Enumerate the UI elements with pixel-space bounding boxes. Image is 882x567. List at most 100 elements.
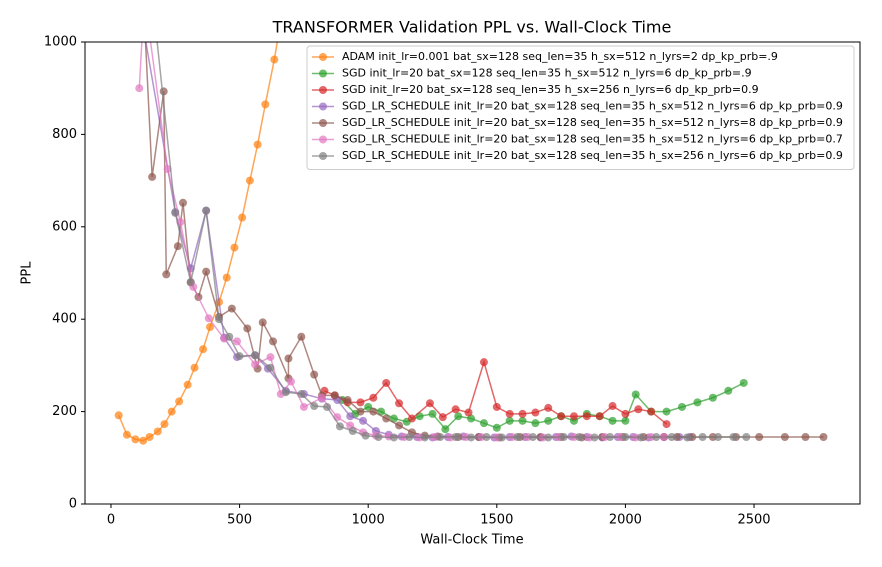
data-point bbox=[266, 353, 275, 362]
legend-label: SGD_LR_SCHEDULE init_lr=20 bat_sx=128 se… bbox=[342, 133, 843, 146]
data-point bbox=[479, 358, 488, 367]
data-point bbox=[544, 433, 553, 442]
data-point bbox=[492, 423, 501, 432]
data-point bbox=[153, 427, 162, 436]
data-point bbox=[531, 419, 540, 428]
data-point bbox=[243, 324, 252, 333]
legend-marker bbox=[319, 102, 327, 111]
x-tick-label: 1500 bbox=[480, 513, 513, 528]
data-point bbox=[621, 433, 630, 442]
data-point bbox=[492, 402, 501, 411]
data-point bbox=[374, 433, 383, 442]
data-point bbox=[569, 412, 578, 421]
data-point bbox=[348, 427, 357, 436]
data-point bbox=[395, 421, 404, 430]
legend-label: SGD_LR_SCHEDULE init_lr=20 bat_sx=128 se… bbox=[342, 100, 843, 113]
data-point bbox=[190, 363, 199, 372]
data-point bbox=[186, 278, 195, 287]
data-point bbox=[724, 386, 733, 395]
data-point bbox=[557, 412, 566, 421]
data-point bbox=[364, 402, 373, 411]
data-point bbox=[284, 354, 293, 363]
data-point bbox=[389, 414, 398, 423]
data-point bbox=[343, 396, 352, 405]
data-point bbox=[647, 407, 656, 416]
data-point bbox=[297, 390, 306, 399]
legend-label: ADAM init_lr=0.001 bat_sx=128 seq_len=35… bbox=[342, 50, 778, 63]
data-point bbox=[420, 433, 429, 442]
data-point bbox=[544, 403, 553, 412]
x-tick-label: 2500 bbox=[737, 513, 770, 528]
data-point bbox=[227, 304, 236, 313]
data-point bbox=[183, 380, 192, 389]
data-point bbox=[382, 414, 391, 423]
data-point bbox=[479, 419, 488, 428]
data-point bbox=[451, 405, 460, 414]
data-point bbox=[505, 416, 514, 425]
y-tick-label: 1000 bbox=[44, 35, 77, 50]
data-point bbox=[683, 433, 692, 442]
data-point bbox=[266, 363, 275, 372]
legend-marker bbox=[319, 53, 327, 61]
data-point bbox=[575, 433, 584, 442]
data-point bbox=[270, 55, 279, 64]
data-point bbox=[693, 398, 702, 407]
data-point bbox=[202, 267, 211, 276]
data-point bbox=[299, 402, 308, 411]
data-point bbox=[407, 414, 416, 423]
data-point bbox=[505, 409, 514, 418]
data-point bbox=[708, 393, 717, 402]
data-point bbox=[755, 433, 764, 442]
x-tick-label: 1000 bbox=[352, 513, 385, 528]
y-tick-label: 600 bbox=[52, 219, 77, 234]
legend-box bbox=[306, 45, 855, 170]
legend-label: SGD_LR_SCHEDULE init_lr=20 bat_sx=128 se… bbox=[342, 149, 843, 162]
data-point bbox=[230, 243, 239, 252]
chart-title: TRANSFORMER Validation PPL vs. Wall-Cloc… bbox=[272, 18, 672, 37]
data-point bbox=[287, 377, 296, 386]
data-point bbox=[148, 172, 157, 181]
data-point bbox=[159, 87, 168, 96]
data-point bbox=[513, 433, 522, 442]
data-point bbox=[206, 323, 215, 332]
data-point bbox=[135, 84, 144, 93]
data-point bbox=[131, 435, 140, 444]
data-point bbox=[436, 433, 445, 442]
data-point bbox=[636, 433, 645, 442]
data-point bbox=[310, 370, 319, 379]
data-point bbox=[173, 242, 182, 251]
data-point bbox=[269, 337, 278, 346]
data-point bbox=[222, 273, 231, 282]
legend-label: SGD init_lr=20 bat_sx=128 seq_len=35 h_s… bbox=[342, 67, 752, 80]
data-point bbox=[261, 100, 270, 109]
data-point bbox=[451, 433, 460, 442]
data-point bbox=[323, 402, 332, 411]
data-point bbox=[369, 393, 378, 402]
y-tick-label: 800 bbox=[52, 127, 77, 142]
data-point bbox=[742, 433, 751, 442]
data-point bbox=[245, 176, 254, 185]
data-point bbox=[467, 414, 476, 423]
data-point bbox=[162, 270, 171, 279]
data-point bbox=[225, 332, 234, 341]
data-point bbox=[518, 416, 527, 425]
x-tick-label: 0 bbox=[107, 513, 115, 528]
data-point bbox=[382, 378, 391, 387]
data-point bbox=[251, 360, 260, 369]
data-point bbox=[497, 433, 506, 442]
legend-label: SGD_LR_SCHEDULE init_lr=20 bat_sx=128 se… bbox=[342, 116, 843, 129]
data-point bbox=[531, 408, 540, 417]
data-point bbox=[405, 433, 414, 442]
data-point bbox=[608, 402, 617, 411]
data-point bbox=[359, 416, 368, 425]
data-point bbox=[167, 407, 176, 416]
data-point bbox=[714, 433, 723, 442]
y-tick-label: 400 bbox=[52, 312, 77, 327]
data-point bbox=[441, 425, 450, 434]
data-point bbox=[160, 420, 169, 429]
data-point bbox=[590, 433, 599, 442]
data-point bbox=[389, 433, 398, 442]
data-point bbox=[739, 378, 748, 387]
data-point bbox=[346, 412, 355, 421]
